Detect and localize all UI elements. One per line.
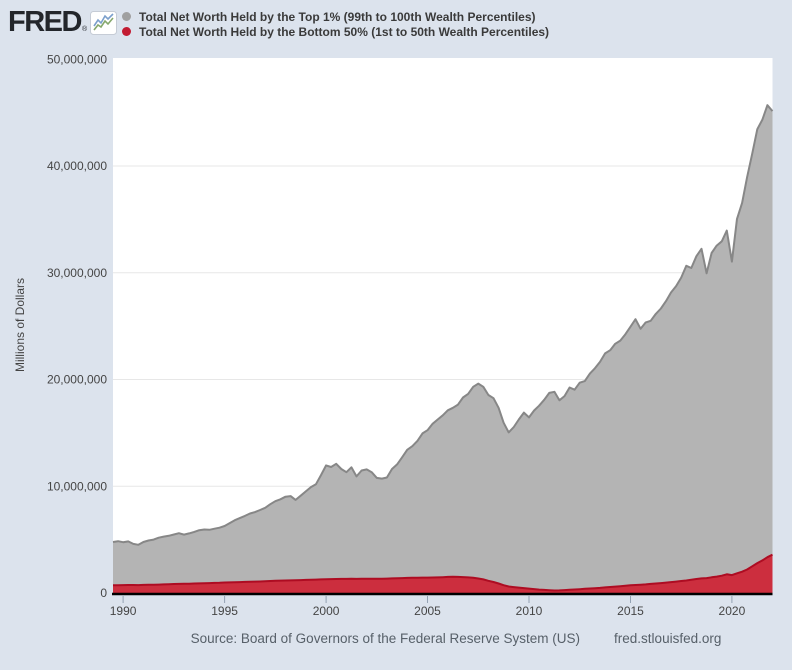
y-tick-label: 40,000,000 xyxy=(47,159,107,173)
y-tick-label: 10,000,000 xyxy=(47,479,107,493)
legend-label-top1: Total Net Worth Held by the Top 1% (99th… xyxy=(139,9,536,24)
fred-logo[interactable]: FRED ® xyxy=(8,6,118,38)
top1-line xyxy=(112,104,774,546)
footer: Source: Board of Governors of the Federa… xyxy=(120,631,792,646)
fred-wordmark: FRED xyxy=(8,6,82,38)
y-tick-label: 50,000,000 xyxy=(47,52,107,66)
y-tick-label: 0 xyxy=(100,586,107,600)
y-axis-title: Millions of Dollars xyxy=(13,277,27,373)
x-tick-label: 1995 xyxy=(211,604,238,618)
fred-site-link[interactable]: fred.stlouisfed.org xyxy=(614,631,722,646)
x-tick-label: 2020 xyxy=(719,604,746,618)
series-dot-icon xyxy=(122,12,131,21)
legend-item-top1[interactable]: Total Net Worth Held by the Top 1% (99th… xyxy=(122,9,549,24)
x-tick-label: 1990 xyxy=(110,604,137,618)
registered-trademark-icon: ® xyxy=(81,26,88,33)
legend-item-bottom50[interactable]: Total Net Worth Held by the Bottom 50% (… xyxy=(122,24,549,39)
x-tick-label: 2015 xyxy=(617,604,644,618)
fred-chart-icon xyxy=(90,11,118,35)
y-tick-label: 20,000,000 xyxy=(47,373,107,387)
x-tick-label: 2010 xyxy=(516,604,543,618)
source-text: Source: Board of Governors of the Federa… xyxy=(190,631,581,646)
top1-area[interactable] xyxy=(113,105,773,593)
x-tick-label: 2000 xyxy=(313,604,340,618)
x-tick-label: 2005 xyxy=(414,604,441,618)
series-dot-icon xyxy=(122,27,131,36)
bottom50-line xyxy=(112,553,773,592)
legend-label-bottom50: Total Net Worth Held by the Bottom 50% (… xyxy=(139,24,550,39)
bottom50-area[interactable] xyxy=(113,554,773,593)
legend: Total Net Worth Held by the Top 1% (99th… xyxy=(122,9,549,39)
y-tick-label: 30,000,000 xyxy=(47,266,107,280)
